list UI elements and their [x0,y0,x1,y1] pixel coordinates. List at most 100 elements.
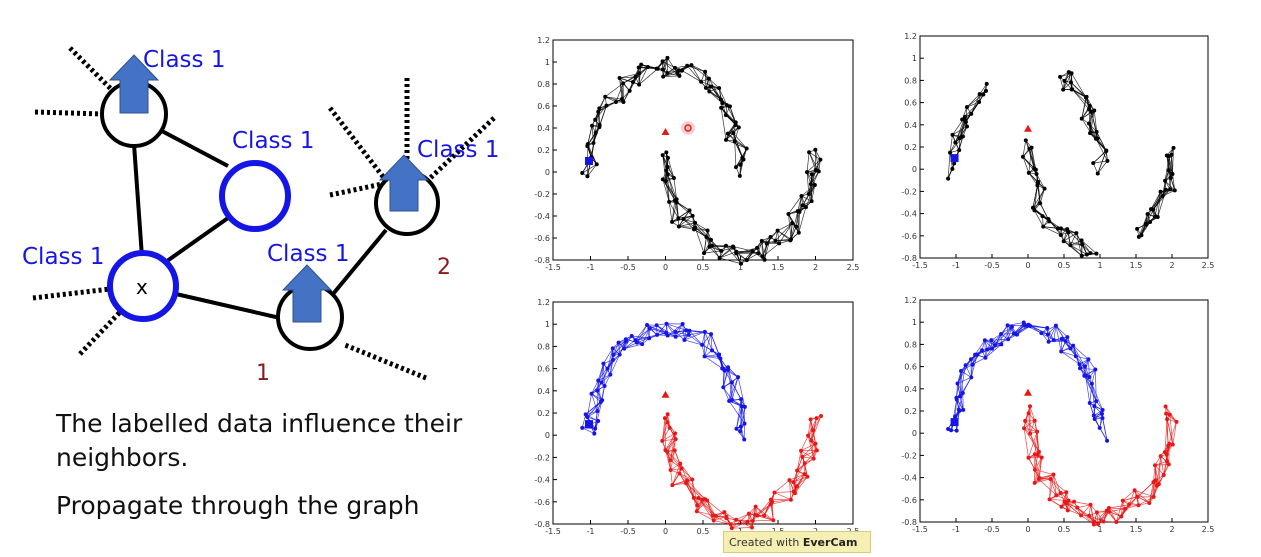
graph-edge [1088,359,1090,378]
graph-edge [731,527,752,529]
graph-edge [662,438,676,442]
data-point [960,391,965,396]
plot-frame [919,35,1209,259]
data-point [1153,463,1158,468]
data-point [1051,472,1056,477]
graph-edge [1028,457,1036,470]
graph-edge [802,450,818,458]
graph-edge [696,511,714,521]
data-point [1073,354,1078,359]
graph-edge [955,120,966,143]
graph-edge [1062,73,1072,90]
data-point [806,433,811,438]
graph-edge [789,479,794,492]
data-point [680,322,685,327]
y-tick-label: 0.2 [904,143,917,152]
data-point [702,329,707,334]
graph-edge [1055,325,1068,338]
graph-edge [605,96,624,103]
graph-edge [1070,233,1077,246]
data-point [665,172,670,177]
data-point [590,123,595,128]
data-point [1027,404,1032,409]
y-tick-label: -0.2 [901,451,917,460]
graph-edge [1166,419,1169,446]
x-tick-label: -1.5 [545,263,561,270]
data-point [1077,362,1082,367]
graph-edge [638,66,649,85]
graph-edge [1164,156,1170,181]
data-point [1164,452,1169,457]
graph-edge [686,480,695,498]
data-point [1062,78,1067,83]
graph-edge [591,125,594,144]
y-tick-label: 0.4 [904,121,917,130]
graph-edge [679,473,693,480]
data-point [1065,508,1070,513]
caption-line-3: Propagate through the graph [56,491,420,520]
data-point [663,179,668,184]
labelled-red-point [1024,388,1032,396]
graph-edge [1097,151,1107,174]
graph-edge [770,504,774,521]
caption-line-2: neighbors. [56,443,189,472]
graph-edge [666,433,676,452]
data-point [1083,373,1088,378]
data-point [597,125,602,130]
data-point [1035,453,1040,458]
data-point [1094,399,1099,404]
graph-edge [736,250,753,253]
graph-edge [687,65,706,73]
data-point [1092,416,1097,421]
data-point [1065,335,1070,340]
data-point [750,249,755,254]
data-point [674,197,679,202]
labelled-blue-point [585,157,593,165]
graph-edge [691,479,695,498]
data-point [601,361,606,366]
data-point [813,167,818,172]
data-point [639,62,644,67]
graph-edge [686,65,702,83]
class-label-right: Class 1 [417,137,499,163]
graph-edge [961,107,968,120]
data-point [950,166,955,171]
data-point [1046,339,1051,344]
data-point [1079,253,1084,258]
data-point [1088,131,1093,136]
graph-edge [800,443,816,452]
data-point [979,348,984,353]
graph-edge [1061,501,1075,508]
data-point [1026,322,1031,327]
x-tick-label: 0 [663,527,668,536]
data-point [660,438,665,443]
data-point [1151,494,1156,499]
data-point [1163,187,1168,192]
data-point [753,512,758,517]
graph-edge [635,328,650,341]
data-point [1088,251,1093,256]
graph-edge [1048,325,1057,342]
data-point [965,124,970,129]
data-point [968,357,973,362]
graph-edge [1169,414,1174,445]
y-tick-label: 1 [545,58,550,67]
data-point [604,103,609,108]
data-point [665,420,670,425]
graph-edge [719,247,734,259]
graph-edge [1038,478,1057,496]
graph-edge [811,184,816,202]
data-point [736,375,741,380]
data-point [1064,490,1069,495]
data-point [719,248,724,253]
graph-edge [1080,504,1091,516]
graph-edge [741,406,745,424]
graph-edge [1097,160,1108,174]
graph-edge [1072,345,1086,367]
data-point [787,478,792,483]
data-point [1069,71,1074,76]
data-point [687,208,692,213]
graph-edge [800,450,814,459]
data-point [596,378,601,383]
graph-edge [726,104,737,123]
